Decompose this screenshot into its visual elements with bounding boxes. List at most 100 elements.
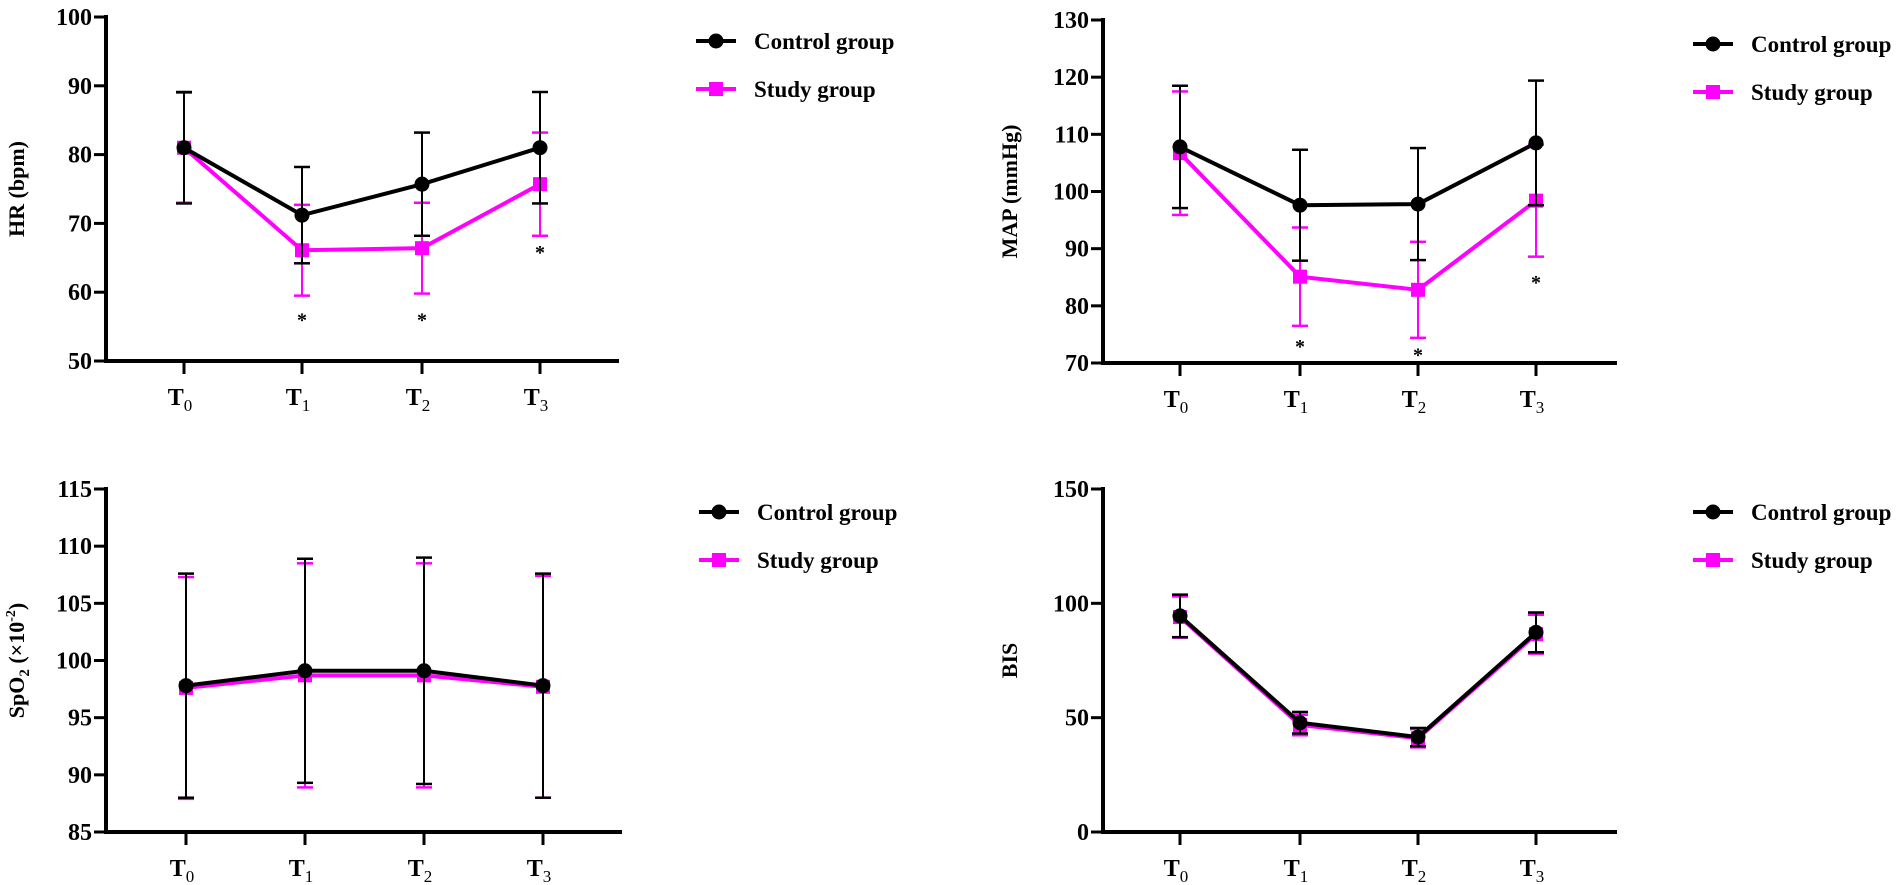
y-axis-label: MAP (mmHg) [997,125,1022,259]
y-label-main: HR (bpm) [4,141,29,237]
legend-label-study: Study group [754,77,876,102]
y-axis-label: BIS [997,643,1022,678]
y-tick-label: 70 [1065,351,1089,377]
legend-label-study: Study group [1751,548,1873,573]
legend: Control group Study group [1693,500,1891,573]
data-point-control [1292,715,1308,731]
x-tick-base: T [286,385,302,411]
y-tick-label: 80 [1065,294,1089,320]
x-tick-sub: 0 [184,396,193,415]
series-study [1172,595,1544,749]
x-tick-base: T [1402,387,1418,413]
legend: Control group Study group [696,29,894,102]
legend-label-study: Study group [757,548,879,573]
y-tick-label: 90 [68,74,92,100]
legend: Control group Study group [699,500,897,573]
data-point-control [294,207,310,223]
x-tick-label: T3 [527,856,552,885]
data-point-control [297,663,313,679]
x-tick-sub: 2 [424,867,433,885]
data-point-control [414,176,430,192]
significance-marker: * [535,242,545,264]
series-line [1178,614,1538,740]
x-tick-base: T [168,385,184,411]
x-tick-sub: 1 [1300,867,1309,885]
y-label-main: MAP (mmHg) [997,125,1022,259]
legend-marker-control [1705,504,1721,520]
x-tick-label: T2 [1402,856,1427,885]
x-tick-sub: 2 [422,396,431,415]
x-tick-base: T [406,385,422,411]
y-tick-label: 100 [1053,180,1089,206]
y-tick-label: 85 [68,820,92,846]
y-label-rest: (×10 [4,622,29,669]
legend-marker-study [1706,85,1720,99]
y-label-sup: -2 [4,610,19,622]
data-point-control [1292,197,1308,213]
legend-marker-control [1705,36,1721,52]
x-tick-label: T2 [406,385,431,415]
y-tick-label: 50 [1065,706,1089,732]
legend-marker-study [1706,553,1720,567]
y-axis-label: SpO2 (×10-2) [4,603,33,718]
x-tick-base: T [1284,856,1300,882]
series-control [1172,79,1544,262]
data-point-control [1172,608,1188,624]
data-point-study [1293,269,1307,284]
y-tick-label: 60 [68,280,92,306]
legend-marker-study [712,553,726,567]
series-line [183,145,541,218]
series-line [185,668,544,688]
x-tick-base: T [1520,856,1536,882]
x-tick-base: T [170,856,186,882]
x-tick-label: T0 [1164,387,1189,417]
x-tick-sub: 0 [1180,867,1189,885]
y-tick-label: 100 [56,649,92,675]
data-point-control [532,140,548,156]
x-tick-sub: 1 [302,396,311,415]
x-tick-base: T [524,385,540,411]
x-tick-label: T3 [1520,856,1545,885]
y-tick-label: 50 [68,349,92,375]
y-tick-label: 70 [68,211,92,237]
x-tick-label: T1 [286,385,311,415]
series-line [185,673,544,690]
y-tick-label: 105 [56,591,92,617]
x-tick-sub: 0 [186,867,195,885]
data-point-control [176,140,192,156]
y-label-main: BIS [997,643,1022,678]
y-tick-label: 100 [1053,591,1089,617]
data-point-control [1528,135,1544,151]
series-line [1178,151,1538,292]
legend-label-control: Control group [1751,32,1891,57]
x-tick-label: T2 [408,856,433,885]
x-tick-base: T [289,856,305,882]
legend-marker-control [708,33,724,49]
y-tick-label: 0 [1077,820,1089,846]
data-point-control [416,663,432,679]
data-point-control [1410,729,1426,745]
series-line [1179,141,1537,208]
x-tick-label: T0 [168,385,193,415]
series-control [176,90,548,265]
legend-label-control: Control group [1751,500,1891,525]
x-tick-label: T0 [170,856,195,885]
x-tick-label: T1 [1284,387,1309,417]
x-tick-base: T [1520,387,1536,413]
legend-marker-study [709,82,723,96]
y-tick-label: 90 [1065,237,1089,263]
x-tick-sub: 1 [305,867,314,885]
series-study [176,91,548,297]
series-control [1172,593,1544,748]
significance-marker: * [1413,345,1423,367]
x-tick-label: T0 [1164,856,1189,885]
x-tick-label: T2 [1402,387,1427,417]
x-tick-sub: 3 [1536,398,1545,417]
significance-marker: * [297,309,307,331]
y-label-end: ) [4,603,29,610]
data-point-control [178,678,194,694]
